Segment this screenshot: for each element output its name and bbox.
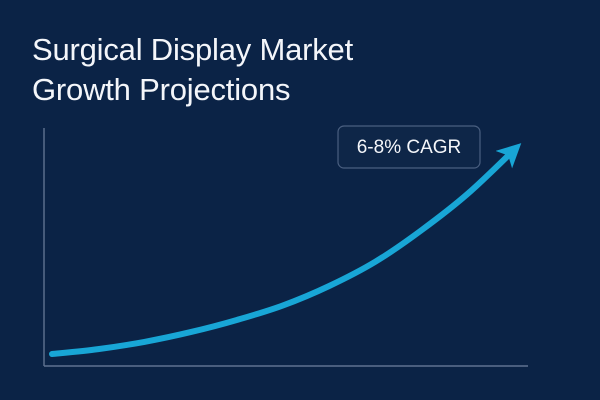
growth-trend-line <box>49 143 522 357</box>
cagr-annotation: 6-8% CAGR <box>337 125 481 169</box>
chart-title-line-2: Growth Projections <box>32 72 291 107</box>
cagr-badge-box <box>337 125 481 169</box>
cagr-label: 6-8% CAGR <box>357 137 462 158</box>
chart-title: Surgical Display Market Growth Projectio… <box>32 30 353 110</box>
chart-title-line-1: Surgical Display Market <box>32 32 354 67</box>
